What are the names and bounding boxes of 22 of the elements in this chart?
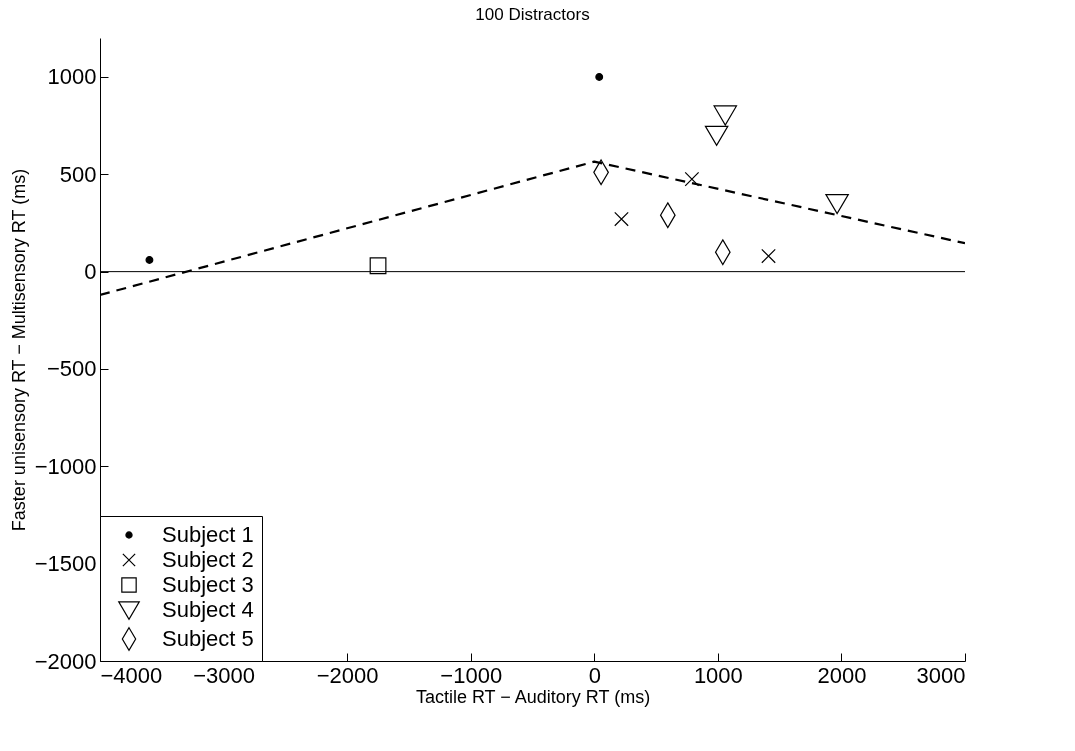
legend-label: Subject 2 — [162, 547, 254, 572]
y-tick-label: −1000 — [34, 453, 97, 479]
y-axis-title: Faster unisensory RT − Multisensory RT (ms) — [8, 168, 29, 532]
x-tick-label: −4000 — [100, 662, 163, 688]
x-tick-label: 1000 — [693, 662, 743, 688]
legend-label: Subject 1 — [162, 522, 254, 547]
y-tick-label: 0 — [84, 259, 97, 285]
x-tick-label: −2000 — [316, 662, 379, 688]
y-tick-label: 500 — [59, 161, 97, 187]
x-tick-label: 0 — [588, 662, 601, 688]
legend-label: Subject 3 — [162, 572, 254, 597]
chart-title: 100 Distractors — [475, 5, 590, 24]
x-axis-title: Tactile RT − Auditory RT (ms) — [415, 686, 651, 707]
x-tick-label: −1000 — [440, 662, 503, 688]
x-tick-label: 2000 — [817, 662, 867, 688]
y-tick-label: −500 — [46, 356, 97, 382]
x-tick-label: −3000 — [193, 662, 255, 688]
legend-label: Subject 4 — [162, 597, 254, 622]
y-tick-label: 1000 — [47, 64, 97, 90]
x-tick-label: 3000 — [916, 662, 966, 688]
legend-label: Subject 5 — [162, 626, 254, 651]
y-tick-label: −1500 — [34, 551, 97, 577]
